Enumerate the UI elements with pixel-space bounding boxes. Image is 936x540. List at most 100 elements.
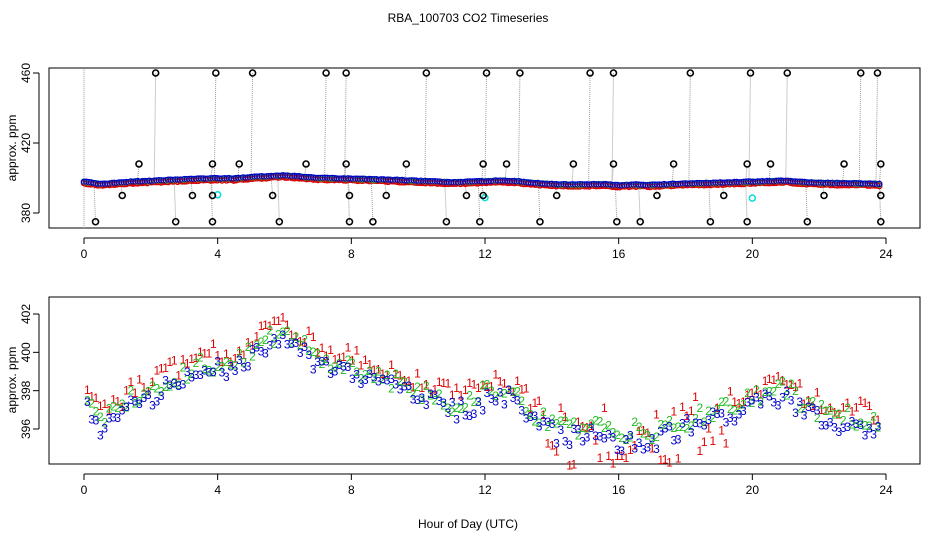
outlier-point [877,217,885,226]
series-2-mark: 2 [631,415,638,429]
series-2-mark: 2 [727,402,734,416]
series-1-mark: 1 [462,383,469,397]
series-1-mark: 1 [453,381,460,395]
top-panel-x-tick-label: 20 [746,247,760,261]
series-2-mark: 2 [432,393,439,407]
series-3-mark: 3 [106,411,113,425]
series-1-mark: 1 [410,381,417,395]
excursion-line [444,182,447,222]
series-3-mark: 3 [497,385,504,399]
calibration-point [748,194,757,202]
series-2-mark: 2 [132,397,139,411]
top-panel-y-tick-label: 380 [19,203,33,223]
series-2-mark: 2 [279,325,286,339]
top-panel-x-tick-label: 16 [612,247,626,261]
bottom-panel-y-tick-label: 400 [19,342,33,362]
series-3-mark: 3 [262,346,269,360]
series-1-mark: 1 [227,355,234,369]
series-3-mark: 3 [323,354,330,368]
series-2-mark: 2 [736,401,743,415]
series-3-mark: 3 [340,359,347,373]
series-3-mark: 3 [436,394,443,408]
series-2-mark: 2 [649,433,656,447]
series-1-mark: 1 [193,351,200,365]
series-2-mark: 2 [844,401,851,415]
series-3-mark: 3 [792,406,799,420]
series-3-mark: 3 [332,364,339,378]
series-3-mark: 3 [640,442,647,456]
series-2-mark: 2 [627,431,634,445]
series-1-mark: 1 [327,343,334,357]
excursion-line [344,72,347,180]
series-1-mark: 1 [723,437,730,451]
series-1-mark: 1 [475,381,482,395]
series-3-mark: 3 [744,395,751,409]
excursion-line [571,163,574,186]
series-3-mark: 3 [510,391,517,405]
series-3-mark: 3 [405,379,412,393]
series-3-mark: 3 [614,443,621,457]
series-2-mark: 2 [644,429,651,443]
series-1-mark: 1 [653,407,660,421]
series-2-mark: 2 [488,384,495,398]
series-1-mark: 1 [158,362,165,376]
series-2-mark: 2 [466,388,473,402]
series-1-mark: 1 [353,343,360,357]
series-1-mark: 1 [662,452,669,466]
series-1-mark: 1 [123,383,130,397]
series-2-mark: 2 [319,357,326,371]
top-panel-x-tick-label: 12 [478,247,492,261]
top-panel: 0 4 8 12 16 20 24 380 420 460 approx. ppm [5,63,921,261]
bottom-panel-y-tick-label: 396 [19,419,33,439]
series-2-mark: 2 [375,365,382,379]
series-1-mark: 1 [388,358,395,372]
series-2-mark: 2 [549,412,556,426]
series-2-mark: 2 [371,372,378,386]
series-3-mark: 3 [466,409,473,423]
series-2-mark: 2 [175,378,182,392]
series-3-mark: 3 [549,417,556,431]
series-2-mark: 2 [184,372,191,386]
series-1-mark: 1 [562,410,569,424]
series-1-mark: 1 [649,442,656,456]
outlier-point [840,160,848,168]
series-3-mark: 3 [284,337,291,351]
series-1-mark: 1 [614,449,621,463]
series-3-mark: 3 [449,396,456,410]
series-3-mark: 3 [875,419,882,433]
series-2-mark: 2 [449,405,456,419]
series-3-mark: 3 [101,421,108,435]
series-3-mark: 3 [814,404,821,418]
series-3-mark: 3 [779,390,786,404]
series-3-mark: 3 [670,434,677,448]
series-1-mark: 1 [358,359,365,373]
bottom-panel-x-tick-label: 8 [348,483,355,497]
series-1-mark: 1 [110,392,117,406]
series-3-mark: 3 [245,360,252,374]
series-1-mark: 1 [293,329,300,343]
series-1-mark: 1 [636,424,643,438]
series-2-mark: 2 [327,362,334,376]
series-2-mark: 2 [757,395,764,409]
series-1-mark: 1 [575,415,582,429]
outlier-point [248,69,257,77]
series-2-mark: 2 [579,421,586,435]
series-1-mark: 1 [449,388,456,402]
series-3-mark: 3 [293,336,300,350]
series-2-mark: 2 [505,383,512,397]
series-2-mark: 2 [688,419,695,433]
bottom-panel-x-tick-label: 12 [478,483,492,497]
series-3-mark: 3 [705,413,712,427]
series-2-mark: 2 [97,410,104,424]
series-2-mark: 2 [275,327,282,341]
series-1-mark: 1 [279,310,286,324]
series-2-mark: 2 [553,417,560,431]
series-1-mark: 1 [796,377,803,391]
series-1-mark: 1 [306,324,313,338]
series-2-mark: 2 [145,384,152,398]
series-3-mark: 3 [384,374,391,388]
excursion-line [875,72,878,185]
series-2-mark: 2 [562,414,569,428]
series-3-mark: 3 [770,396,777,410]
